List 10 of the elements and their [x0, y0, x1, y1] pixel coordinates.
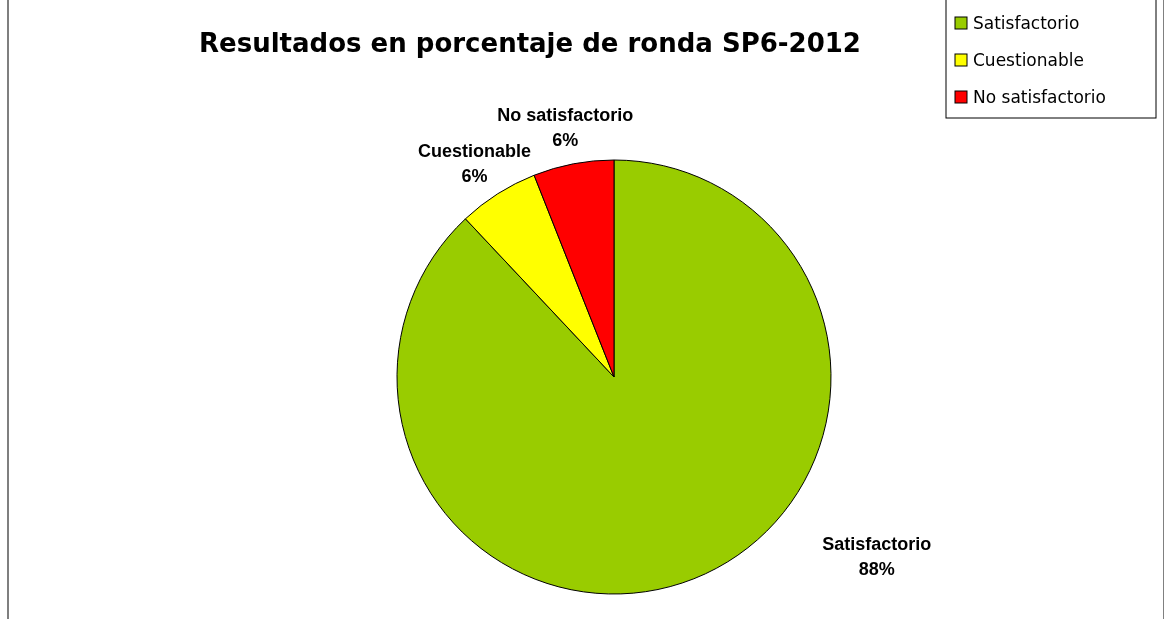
- legend-label: No satisfactorio: [973, 87, 1106, 107]
- slice-label: Cuestionable: [417, 141, 531, 162]
- legend-label: Cuestionable: [973, 50, 1084, 70]
- data-label: 6%: [461, 166, 488, 187]
- text: Resultados en porcentaje de ronda SP6-2012: [199, 28, 861, 58]
- legend-label: Satisfactorio: [973, 13, 1080, 33]
- slice-label: No satisfactorio: [497, 105, 634, 126]
- data-label: 6%: [552, 130, 579, 151]
- slice-label: Satisfactorio: [822, 534, 932, 555]
- data-label: 88%: [858, 559, 895, 580]
